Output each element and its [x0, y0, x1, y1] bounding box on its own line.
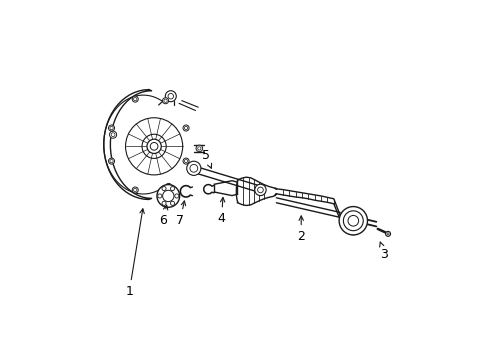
Text: 6: 6: [159, 205, 167, 227]
Circle shape: [165, 183, 171, 189]
Text: 4: 4: [217, 198, 225, 225]
Circle shape: [254, 184, 265, 195]
Circle shape: [147, 139, 161, 153]
Text: 2: 2: [297, 216, 305, 243]
Circle shape: [108, 125, 114, 131]
Circle shape: [132, 187, 138, 193]
Circle shape: [186, 161, 201, 175]
Circle shape: [109, 131, 117, 138]
Circle shape: [158, 194, 162, 198]
Circle shape: [162, 201, 166, 205]
Circle shape: [183, 125, 189, 131]
Circle shape: [132, 96, 138, 102]
Circle shape: [343, 211, 363, 231]
Circle shape: [108, 158, 114, 164]
Circle shape: [196, 145, 202, 152]
Circle shape: [339, 207, 367, 235]
Circle shape: [170, 186, 174, 191]
Circle shape: [162, 186, 166, 191]
Text: 5: 5: [201, 149, 211, 168]
Text: 3: 3: [379, 242, 387, 261]
Circle shape: [170, 201, 174, 205]
Circle shape: [157, 185, 179, 207]
Circle shape: [183, 158, 189, 164]
Text: 1: 1: [125, 209, 144, 298]
Circle shape: [347, 215, 358, 226]
Circle shape: [174, 194, 179, 198]
Circle shape: [165, 91, 176, 102]
Circle shape: [162, 98, 168, 104]
Circle shape: [385, 231, 390, 237]
Text: 7: 7: [176, 201, 185, 227]
